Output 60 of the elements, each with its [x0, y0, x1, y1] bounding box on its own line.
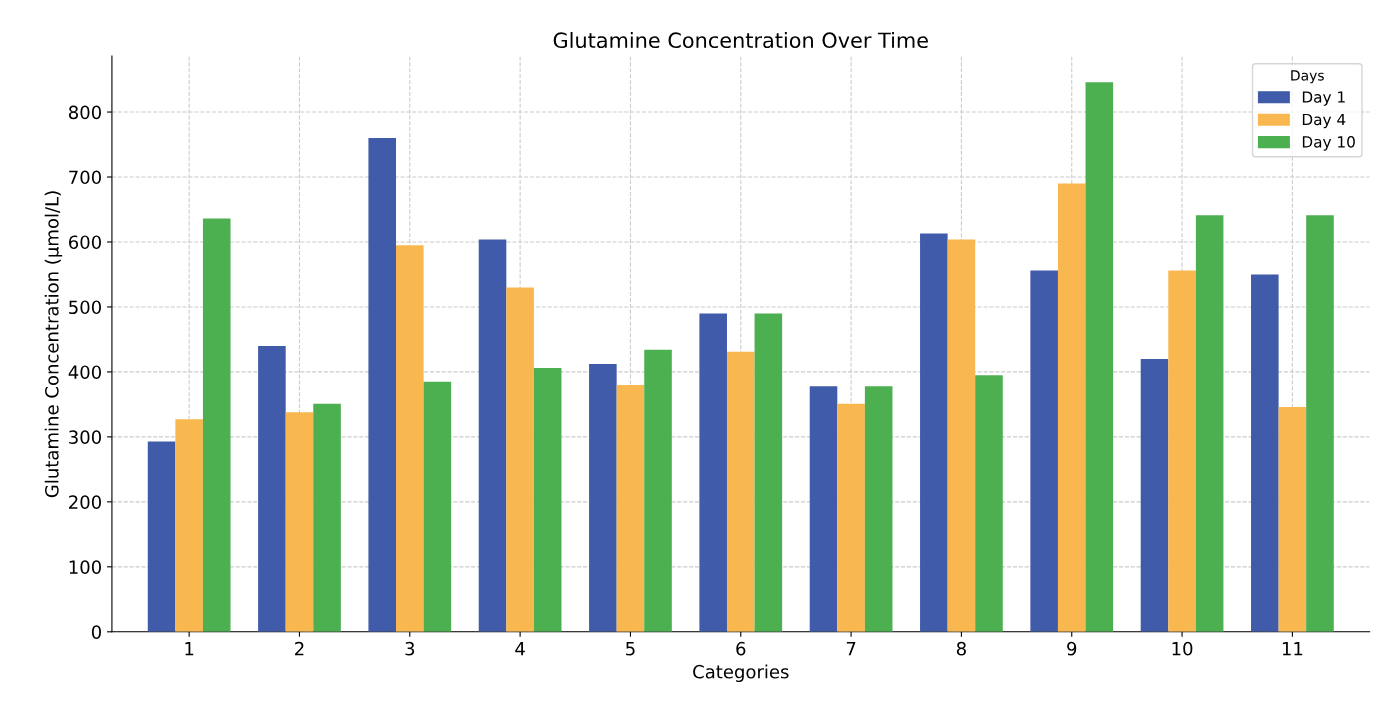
chart-title: Glutamine Concentration Over Time — [553, 32, 928, 49]
bar — [1085, 82, 1114, 632]
legend-label: Day 4 — [1302, 113, 1346, 129]
x-tick-label: 10 — [1172, 641, 1193, 656]
x-tick-label: 2 — [295, 641, 304, 656]
bar — [616, 384, 645, 632]
x-tick-label: 7 — [846, 642, 856, 656]
y-tick-label: 400 — [68, 365, 101, 380]
bar — [1306, 215, 1334, 632]
bar — [975, 375, 1003, 632]
bar — [533, 368, 562, 632]
bar — [1251, 274, 1279, 632]
bar — [1140, 358, 1169, 632]
y-tick-label: 800 — [68, 105, 101, 120]
bar — [1168, 270, 1196, 632]
bar — [837, 403, 865, 632]
bar — [947, 239, 976, 632]
x-tick-label: 8 — [956, 641, 966, 656]
bar — [726, 351, 755, 632]
x-tick-label: 4 — [515, 642, 525, 656]
bar — [1030, 270, 1058, 632]
y-axis-title: Glutamine Concentration (µmol/L) — [44, 191, 63, 498]
bar — [313, 403, 341, 632]
x-tick-label: 1 — [185, 642, 194, 656]
x-tick-label: 3 — [405, 641, 415, 656]
bar — [1057, 183, 1086, 632]
bar — [478, 239, 507, 632]
bar — [864, 386, 893, 632]
bar — [920, 233, 948, 632]
bar — [175, 419, 203, 632]
y-tick-label: 300 — [69, 430, 101, 444]
x-tick-label: 6 — [736, 641, 746, 656]
legend-title: Days — [1291, 70, 1324, 84]
bar — [1278, 407, 1307, 632]
bar — [809, 386, 838, 632]
y-tick-label: 600 — [69, 235, 101, 250]
x-tick-label: 9 — [1067, 641, 1077, 656]
bar — [396, 245, 424, 632]
bar — [644, 349, 672, 632]
bar — [1195, 215, 1224, 632]
y-tick-label: 200 — [69, 495, 101, 509]
bar — [202, 218, 231, 632]
x-axis-title: Categories — [693, 664, 789, 683]
y-tick-label: 700 — [69, 170, 101, 185]
x-tick-label: 11 — [1282, 642, 1303, 656]
bar — [506, 287, 534, 632]
bar — [258, 345, 286, 632]
legend-label: Day 1 — [1302, 91, 1345, 106]
x-tick-label: 5 — [626, 642, 635, 656]
bar — [285, 412, 314, 632]
y-tick-label: 500 — [69, 300, 101, 315]
y-tick-label: 100 — [69, 560, 101, 574]
bar — [368, 138, 397, 632]
bar — [147, 441, 176, 632]
bar — [589, 364, 617, 632]
y-tick-label: 0 — [91, 625, 101, 639]
bar — [699, 313, 727, 632]
legend-label: Day 10 — [1302, 136, 1355, 151]
bar — [754, 313, 783, 632]
bar — [423, 381, 452, 632]
